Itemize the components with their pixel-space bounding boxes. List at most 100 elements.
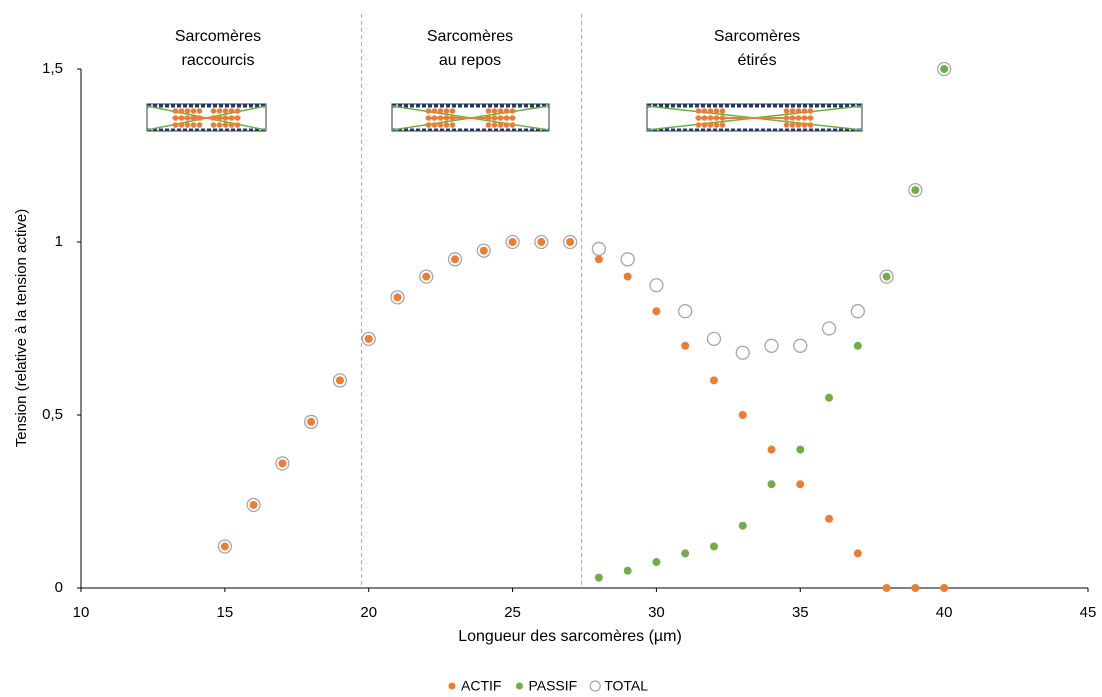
point	[623, 566, 632, 575]
region-label: Sarcomères	[714, 28, 800, 45]
myosin-head	[719, 122, 726, 128]
point	[940, 584, 949, 592]
point	[764, 338, 779, 353]
myosin-head	[497, 108, 504, 114]
myosin-head	[503, 122, 510, 128]
point	[249, 500, 258, 509]
point	[623, 272, 632, 281]
myosin-head	[807, 115, 814, 121]
point	[940, 65, 949, 73]
y-axis-title: Tension (relative à la tension active)	[13, 209, 30, 447]
myosin-head	[443, 115, 450, 121]
point	[825, 514, 834, 523]
point	[307, 417, 316, 426]
point	[709, 542, 718, 551]
region-label: au repos	[439, 52, 501, 69]
myosin-head	[228, 108, 235, 114]
myosin-head	[437, 122, 444, 128]
myosin-head	[491, 122, 498, 128]
myosin-head	[707, 122, 714, 128]
titin	[470, 117, 550, 131]
myosin-head	[425, 122, 432, 128]
myosin-head	[196, 115, 203, 121]
titin	[391, 105, 471, 119]
point	[738, 521, 747, 530]
myosin-head	[178, 115, 185, 121]
point	[566, 238, 575, 246]
point	[393, 293, 402, 302]
myosin-head	[190, 108, 197, 114]
y-tick-label: 0,5	[42, 406, 63, 423]
point	[678, 304, 693, 319]
myosin-head	[172, 122, 179, 128]
myosin-head	[695, 115, 702, 121]
myosin-head	[807, 108, 814, 114]
myosin-head	[713, 108, 720, 114]
myosin-head	[795, 115, 802, 121]
myosin-head	[234, 115, 241, 121]
point	[911, 584, 920, 592]
myosin-head	[795, 108, 802, 114]
point	[911, 186, 920, 195]
legend-marker	[515, 682, 523, 690]
myosin-head	[443, 122, 450, 128]
myosin-head	[701, 108, 708, 114]
myosin-head	[695, 108, 702, 114]
point	[508, 238, 517, 246]
myosin-head	[719, 115, 726, 121]
myosin-head	[503, 115, 510, 121]
point	[796, 480, 805, 489]
myosin-head	[210, 108, 217, 114]
myosin-head	[443, 108, 450, 114]
point	[537, 238, 546, 246]
myosin-head	[509, 122, 516, 128]
myosin-head	[491, 115, 498, 121]
myosin-head	[172, 115, 179, 121]
point	[649, 278, 664, 293]
myosin-head	[807, 122, 814, 128]
x-axis-title: Longueur des sarcomères (µm)	[458, 628, 682, 645]
x-tick-label: 40	[936, 604, 953, 621]
myosin-head	[449, 108, 456, 114]
myosin-head	[234, 108, 241, 114]
point	[681, 341, 690, 350]
point	[652, 558, 661, 567]
region-label: étirés	[737, 52, 776, 69]
myosin-head	[222, 122, 229, 128]
myosin-head	[431, 122, 438, 128]
myosin-head	[178, 122, 185, 128]
sarcomere-frame	[146, 103, 267, 132]
x-tick-label: 35	[792, 604, 809, 621]
point	[620, 252, 635, 267]
point	[479, 246, 488, 255]
myosin-head	[449, 115, 456, 121]
myosin-head	[783, 108, 790, 114]
region-label: Sarcomères	[175, 28, 261, 45]
myosin-head	[497, 122, 504, 128]
legend-label: TOTAL	[604, 678, 648, 694]
myosin-head	[216, 122, 223, 128]
point	[853, 549, 862, 558]
myosin-head	[184, 108, 191, 114]
point	[767, 445, 776, 454]
myosin-head	[196, 108, 203, 114]
sarcomere-icon	[146, 103, 267, 132]
myosin-head	[425, 115, 432, 121]
point	[706, 331, 722, 347]
legend-marker	[589, 680, 601, 692]
myosin-head	[485, 115, 492, 121]
myosin-head	[713, 115, 720, 121]
point	[220, 542, 229, 551]
myosin-head	[190, 115, 197, 121]
legend-marker	[448, 682, 456, 690]
titin	[391, 117, 471, 131]
point	[882, 584, 891, 592]
point	[853, 341, 862, 350]
myosin-head	[234, 122, 241, 128]
x-tick-label: 15	[217, 604, 234, 621]
point	[652, 307, 661, 316]
point	[738, 411, 747, 419]
myosin-head	[190, 122, 197, 128]
region-label: Sarcomères	[427, 28, 513, 45]
